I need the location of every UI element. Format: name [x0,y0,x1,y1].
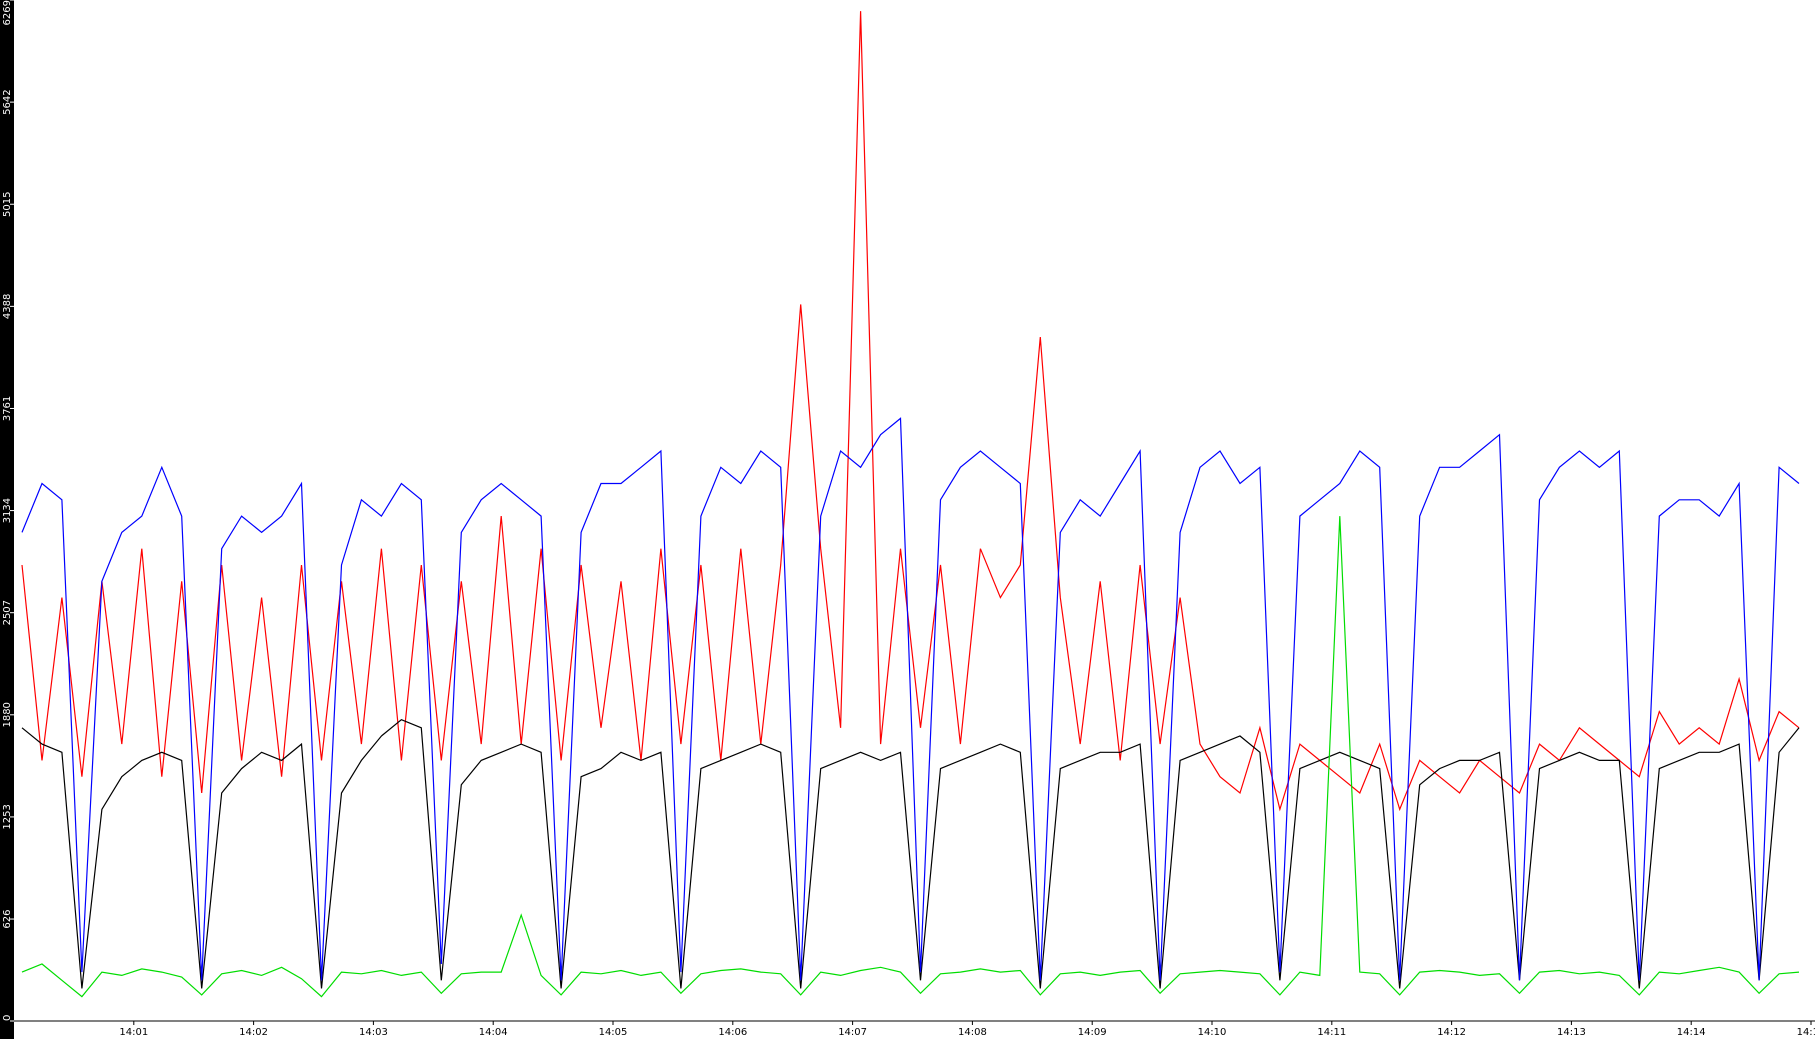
x-tick-label: 14:14 [1677,1027,1706,1038]
x-tick-label: 14:01 [119,1027,148,1038]
series-line [21,719,1800,989]
x-tick-label: 14:05 [599,1027,628,1038]
x-tick-label: 14:03 [359,1027,388,1038]
y-tick-label: 2507 [2,600,13,625]
series-line [21,11,1800,812]
x-tick-label: 14:11 [1317,1027,1346,1038]
x-axis-strip [14,1021,1815,1039]
x-tick-label: 14:09 [1078,1027,1107,1038]
y-tick-label: 1880 [2,702,13,727]
series-line [21,516,1800,998]
x-tick-label: 14:12 [1437,1027,1466,1038]
y-tick-label: 4388 [2,294,13,319]
x-tick-label: 14:07 [838,1027,867,1038]
series-line [21,417,1800,981]
y-tick-label: 6269 [2,0,13,25]
y-tick-label: 0 [2,1015,13,1021]
x-tick-label: 14:06 [718,1027,747,1038]
y-tick-label: 5642 [2,89,13,114]
x-tick-label: 14:08 [958,1027,987,1038]
y-tick-label: 5015 [2,192,13,217]
y-axis-strip [0,0,14,1039]
x-tick-label: 14:10 [1198,1027,1227,1038]
x-tick-label: 14:04 [479,1027,508,1038]
x-tick-label: 14:15 [1797,1027,1815,1038]
y-tick-label: 626 [2,909,13,928]
x-tick-label: 14:02 [239,1027,268,1038]
y-tick-label: 3761 [2,396,13,421]
y-tick-label: 3134 [2,498,13,523]
x-tick-label: 14:13 [1557,1027,1586,1038]
y-tick-label: 1253 [2,804,13,829]
